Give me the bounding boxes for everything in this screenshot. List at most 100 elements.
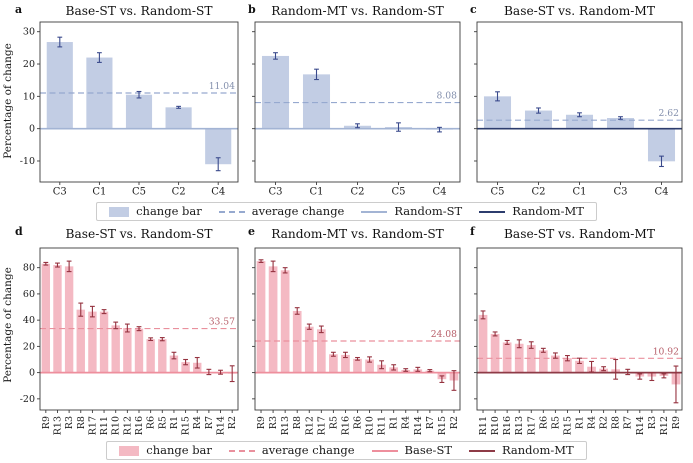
bar-C5	[483, 96, 512, 129]
legend-label-average-change: average change	[251, 203, 345, 218]
panel-letter: c	[470, 3, 477, 16]
bar-C2	[165, 107, 192, 129]
error-bar-C5	[136, 90, 142, 99]
x-tick-label: C4	[211, 187, 225, 198]
legend-row-bottom: change bar average change Base-ST Random…	[0, 438, 693, 463]
random-mt-line-swatch-icon	[479, 210, 506, 213]
bar-R11	[478, 314, 488, 373]
error-bar-R4	[194, 356, 200, 369]
error-bar-C3	[57, 36, 63, 48]
x-tick-label: C3	[613, 187, 627, 198]
y-tick-label: 20	[23, 341, 35, 352]
legend-box-top: change bar average change Random-ST Rand…	[96, 201, 597, 222]
bar-C1	[302, 74, 331, 129]
y-tick-label: -20	[20, 394, 35, 405]
x-tick-label: R6	[538, 416, 549, 429]
x-tick-label: R12	[659, 416, 670, 435]
x-tick-label: R9	[256, 416, 267, 429]
error-bar-R11	[480, 310, 486, 320]
error-bar-R4	[589, 360, 594, 373]
x-tick-label: C4	[432, 187, 446, 198]
x-tick-label: R17	[316, 416, 327, 435]
bar-R6	[146, 339, 155, 373]
legend-label-change-bar: change bar	[136, 203, 202, 218]
y-tick-label: 60	[23, 289, 35, 300]
x-tick-label: C5	[490, 187, 504, 198]
legend-row-top: change bar average change Random-ST Rand…	[0, 199, 693, 224]
error-bar-C3	[618, 116, 623, 120]
x-tick-label: R1	[169, 416, 180, 429]
error-bar-R3	[270, 260, 276, 273]
x-tick-label: R4	[192, 416, 203, 429]
error-bar-C1	[314, 68, 319, 81]
x-tick-label: R13	[280, 416, 291, 435]
x-tick-label: C3	[53, 187, 67, 198]
y-tick-label: -10	[20, 156, 35, 167]
error-bar-R9	[258, 259, 264, 263]
error-bar-R9	[673, 365, 679, 404]
bar-R17	[88, 311, 97, 373]
panel-title: Base-ST vs. Random-MT	[504, 227, 656, 241]
average-value-label: 2.62	[659, 108, 679, 119]
bar-R13	[280, 270, 290, 373]
error-bar-R11	[379, 360, 385, 370]
bar-R16	[502, 342, 512, 373]
error-bar-C1	[577, 112, 582, 118]
bar-R15	[563, 358, 572, 373]
x-tick-label: C3	[268, 187, 282, 198]
x-tick-label: R5	[328, 416, 339, 429]
error-bar-R2	[601, 366, 607, 372]
legend-label-random-st: Random-ST	[394, 203, 463, 218]
panel-title: Base-ST vs. Random-ST	[66, 227, 214, 241]
error-bar-R16	[504, 339, 510, 345]
y-tick-label: 10	[23, 91, 35, 102]
x-tick-label: C4	[654, 187, 668, 198]
x-tick-label: R2	[449, 416, 460, 429]
legend-label-average-change: average change	[261, 442, 355, 457]
x-tick-label: R2	[227, 416, 238, 429]
error-bar-R12	[124, 323, 130, 333]
x-tick-label: R6	[146, 416, 157, 429]
panel-title: Random-MT vs. Random-ST	[271, 227, 444, 241]
error-bar-C3	[273, 52, 278, 60]
x-tick-label: R15	[437, 416, 448, 435]
bar-R15	[181, 362, 190, 373]
bar-R10	[111, 325, 120, 373]
change-bar-swatch-icon	[119, 445, 140, 456]
error-bar-R2	[451, 370, 457, 391]
x-tick-label: R11	[377, 416, 388, 435]
average-value-label: 10.92	[653, 346, 679, 357]
legend-item-random-st: Random-ST	[361, 203, 463, 218]
x-tick-label: R5	[157, 416, 168, 429]
error-bar-C5	[495, 91, 500, 102]
error-bar-R6	[355, 356, 360, 361]
average-value-label: 8.08	[437, 91, 458, 102]
error-bar-R6	[148, 337, 154, 342]
average-value-label: 24.08	[431, 329, 457, 340]
y-axis-label-top: Percentage of change	[2, 42, 14, 159]
legend-box-bottom: change bar average change Base-ST Random…	[106, 440, 587, 461]
error-bar-R13	[516, 339, 522, 349]
error-bar-R1	[577, 357, 582, 364]
error-bar-R9	[43, 261, 49, 266]
error-bar-R13	[282, 267, 288, 274]
error-bar-R16	[136, 326, 142, 332]
panel-e-chart: R9 R3 R13 R8 R12 R17 R5 R16 R6 R10 R11 R1 R4 R14 R7 R15…	[246, 224, 465, 438]
x-tick-label: R7	[623, 416, 634, 429]
error-bar-R14	[218, 369, 223, 375]
x-tick-label: R11	[99, 416, 110, 435]
error-bar-R5	[330, 351, 336, 357]
error-bar-R8	[78, 302, 84, 317]
error-bar-C2	[176, 105, 181, 109]
x-tick-label: C5	[132, 187, 146, 198]
error-bar-C4	[437, 126, 442, 133]
base-st-line-swatch-icon	[371, 449, 398, 452]
error-bar-R2	[229, 365, 235, 383]
error-bar-R17	[318, 325, 324, 334]
bar-R5	[329, 354, 338, 373]
panel-letter: b	[248, 3, 256, 16]
panel-c-chart: C5 C2 C1 C3 C4 2.62 Base-ST vs. Random-MT c	[468, 2, 687, 199]
x-tick-label: R1	[389, 416, 400, 429]
bar-R8	[76, 309, 85, 373]
bar-C1	[565, 114, 594, 129]
